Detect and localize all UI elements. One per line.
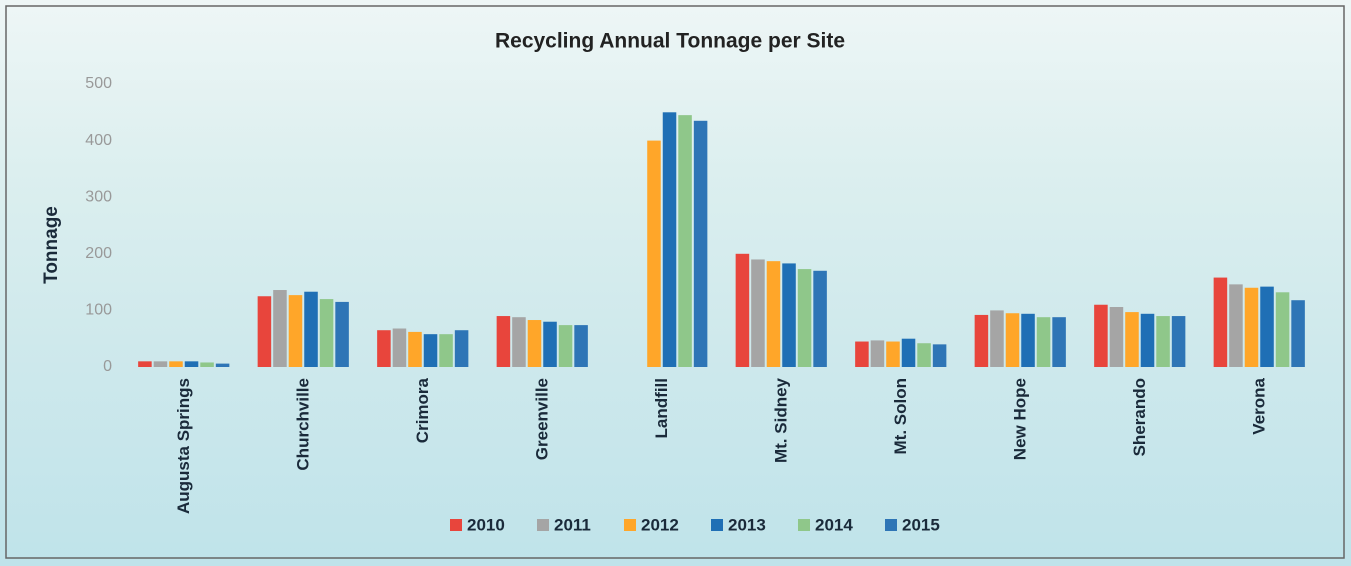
bar xyxy=(200,362,214,367)
bar xyxy=(901,338,916,367)
bar xyxy=(138,361,152,367)
x-tick-label: Landfill xyxy=(652,378,671,438)
bar xyxy=(273,290,287,367)
bar xyxy=(1291,300,1305,367)
legend-label: 2011 xyxy=(554,515,591,534)
bar xyxy=(288,295,303,367)
bar xyxy=(1260,286,1274,367)
x-tick-label: Crimora xyxy=(413,377,432,443)
x-tick-label: Augusta Springs xyxy=(174,378,193,514)
y-tick-label: 200 xyxy=(85,245,112,262)
bar xyxy=(678,115,692,367)
bar xyxy=(735,253,750,367)
bar xyxy=(1213,277,1228,367)
bar xyxy=(1171,316,1186,367)
bar xyxy=(1109,307,1124,367)
bar xyxy=(751,259,765,367)
bar xyxy=(974,314,989,367)
x-tick-label: New Hope xyxy=(1011,378,1030,460)
bar xyxy=(1244,287,1259,367)
bar xyxy=(1125,312,1139,367)
bar xyxy=(855,341,869,367)
bar xyxy=(377,330,391,367)
chart-title: Recycling Annual Tonnage per Site xyxy=(495,30,845,53)
bar xyxy=(870,340,885,367)
legend-swatch xyxy=(885,519,897,531)
bar xyxy=(766,261,781,367)
bar xyxy=(184,361,199,367)
bar xyxy=(153,361,168,367)
bar xyxy=(693,120,708,367)
legend-label: 2014 xyxy=(815,515,853,534)
bar xyxy=(1094,304,1108,367)
bar xyxy=(512,317,526,367)
bar xyxy=(543,321,557,367)
bar xyxy=(886,341,900,367)
x-tick-label: Mt. Solon xyxy=(891,378,910,454)
bar xyxy=(423,334,438,367)
bar xyxy=(335,301,349,367)
bar xyxy=(319,299,334,367)
bar xyxy=(392,328,407,367)
bar xyxy=(1140,313,1155,367)
bar xyxy=(990,310,1004,367)
y-tick-label: 400 xyxy=(85,132,112,149)
bar xyxy=(1052,317,1066,367)
bar xyxy=(1036,317,1051,367)
bar xyxy=(558,325,573,367)
bar xyxy=(527,320,542,367)
bar xyxy=(797,269,812,367)
bar xyxy=(454,330,469,367)
legend-swatch xyxy=(537,519,549,531)
bar xyxy=(257,296,272,367)
bar xyxy=(813,270,827,367)
x-tick-label: Verona xyxy=(1250,377,1269,434)
legend-swatch xyxy=(624,519,636,531)
y-tick-label: 100 xyxy=(85,302,112,319)
legend-label: 2010 xyxy=(467,515,505,534)
bar xyxy=(1156,316,1170,367)
x-tick-label: Mt. Sidney xyxy=(772,377,791,463)
bar xyxy=(304,291,318,367)
y-tick-label: 0 xyxy=(103,358,112,375)
bar xyxy=(782,263,796,367)
bar xyxy=(1021,313,1035,367)
y-tick-label: 300 xyxy=(85,188,112,205)
bar xyxy=(662,112,677,367)
bar xyxy=(647,140,661,367)
legend-swatch xyxy=(798,519,810,531)
bar xyxy=(1229,284,1243,367)
bar xyxy=(1275,292,1290,367)
y-axis-label: Tonnage xyxy=(41,206,62,284)
legend-label: 2012 xyxy=(641,515,679,534)
chart-border xyxy=(5,5,1345,559)
x-tick-label: Sherando xyxy=(1130,378,1149,456)
legend-swatch xyxy=(450,519,462,531)
bar xyxy=(496,316,511,367)
bar xyxy=(215,363,230,367)
bar xyxy=(169,361,183,367)
bar xyxy=(932,344,947,367)
x-tick-label: Churchville xyxy=(294,378,313,471)
x-tick-label: Greenville xyxy=(533,378,552,460)
legend-label: 2013 xyxy=(728,515,766,534)
bar xyxy=(1005,313,1020,367)
y-tick-label: 500 xyxy=(85,75,112,92)
legend-swatch xyxy=(711,519,723,531)
bar xyxy=(439,334,453,367)
legend-label: 2015 xyxy=(902,515,940,534)
bar xyxy=(574,325,588,367)
bar xyxy=(408,331,422,367)
bar xyxy=(917,343,931,367)
